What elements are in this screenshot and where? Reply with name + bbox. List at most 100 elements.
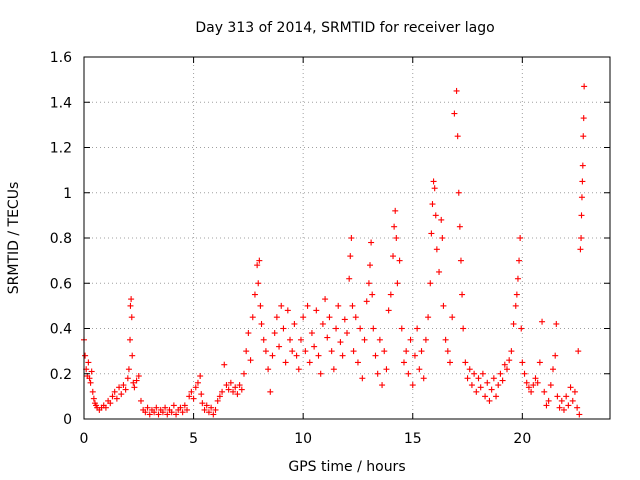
- data-point: [577, 246, 584, 253]
- data-point: [400, 359, 407, 366]
- data-point: [453, 87, 460, 94]
- data-point: [560, 406, 567, 413]
- data-point: [510, 320, 517, 327]
- data-point: [545, 397, 552, 404]
- data-point: [127, 336, 134, 343]
- data-point: [374, 370, 381, 377]
- data-point: [497, 370, 504, 377]
- data-point: [153, 404, 160, 411]
- data-point: [396, 257, 403, 264]
- data-point: [223, 382, 230, 389]
- data-point: [547, 382, 554, 389]
- data-point: [513, 291, 520, 298]
- data-point: [523, 379, 530, 386]
- data-point: [210, 411, 217, 418]
- data-point: [580, 133, 587, 140]
- data-point: [379, 382, 386, 389]
- data-point: [260, 336, 267, 343]
- data-point: [232, 384, 239, 391]
- data-point: [257, 302, 264, 309]
- data-point: [405, 370, 412, 377]
- data-point: [391, 223, 398, 230]
- data-point: [319, 320, 326, 327]
- data-point: [118, 391, 125, 398]
- data-point: [580, 115, 587, 122]
- data-point: [131, 384, 138, 391]
- data-point: [168, 409, 175, 416]
- data-point: [430, 178, 437, 185]
- data-point: [429, 201, 436, 208]
- data-point: [357, 325, 364, 332]
- data-point: [499, 377, 506, 384]
- data-point: [420, 375, 427, 382]
- data-point: [179, 409, 186, 416]
- data-point: [536, 359, 543, 366]
- data-point: [414, 325, 421, 332]
- data-points: [81, 83, 588, 418]
- data-point: [130, 379, 137, 386]
- data-point: [203, 402, 210, 409]
- chart-title: Day 313 of 2014, SRMTID for receiver lag…: [195, 20, 494, 36]
- data-point: [302, 348, 309, 355]
- data-point: [552, 352, 559, 359]
- data-point: [159, 409, 166, 416]
- data-point: [284, 307, 291, 314]
- data-point: [197, 373, 204, 380]
- y-tick-label: 0: [63, 412, 72, 428]
- data-point: [578, 212, 585, 219]
- data-point: [238, 386, 245, 393]
- data-point: [462, 359, 469, 366]
- data-point: [363, 298, 370, 305]
- data-point: [254, 262, 261, 269]
- data-point: [455, 189, 462, 196]
- data-point: [444, 348, 451, 355]
- data-point: [87, 379, 94, 386]
- data-point: [125, 366, 132, 373]
- data-point: [519, 359, 526, 366]
- data-point: [155, 411, 162, 418]
- data-point: [276, 343, 283, 350]
- data-point: [293, 352, 300, 359]
- x-tick-label: 15: [404, 431, 422, 447]
- data-point: [107, 400, 114, 407]
- data-point: [486, 397, 493, 404]
- data-point: [514, 275, 521, 282]
- data-point: [581, 83, 588, 90]
- data-point: [88, 368, 95, 375]
- data-point: [556, 404, 563, 411]
- data-point: [251, 291, 258, 298]
- data-point: [387, 291, 394, 298]
- data-point: [468, 382, 475, 389]
- data-point: [432, 212, 439, 219]
- data-point: [427, 280, 434, 287]
- data-point: [269, 352, 276, 359]
- data-point: [102, 404, 109, 411]
- y-tick-label: 1.6: [50, 50, 72, 66]
- axis-ticks: 0 0.2 0.4 0.6 0.8 1 1.2 1.4 1.6 0 5 10 15 20: [50, 50, 610, 447]
- data-point: [124, 375, 131, 382]
- data-point: [534, 379, 541, 386]
- x-tick-label: 10: [294, 431, 312, 447]
- data-point: [120, 382, 127, 389]
- data-point: [451, 110, 458, 117]
- data-point: [416, 366, 423, 373]
- x-tick-label: 0: [80, 431, 89, 447]
- data-point: [365, 280, 372, 287]
- data-point: [335, 302, 342, 309]
- data-point: [428, 230, 435, 237]
- data-point: [162, 404, 169, 411]
- data-point: [113, 395, 120, 402]
- data-point: [376, 336, 383, 343]
- data-point: [447, 359, 454, 366]
- data-point: [466, 366, 473, 373]
- data-point: [128, 314, 135, 321]
- data-point: [569, 397, 576, 404]
- data-point: [521, 370, 528, 377]
- data-point: [221, 361, 228, 368]
- data-point: [439, 235, 446, 241]
- data-point: [349, 302, 356, 309]
- data-point: [85, 359, 92, 366]
- data-point: [236, 382, 243, 389]
- data-point: [479, 370, 486, 377]
- data-point: [137, 397, 144, 404]
